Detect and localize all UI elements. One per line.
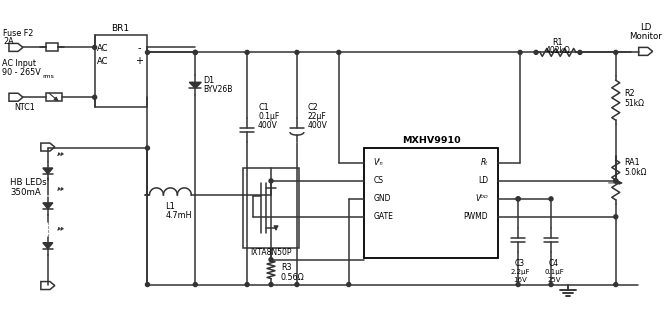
Text: Rₜ: Rₜ (481, 158, 488, 167)
Circle shape (516, 197, 520, 201)
Text: AC Input: AC Input (2, 59, 36, 68)
Text: 400V: 400V (258, 121, 278, 130)
Circle shape (534, 50, 538, 54)
Circle shape (347, 283, 351, 286)
Text: Fuse F2: Fuse F2 (3, 29, 33, 38)
Text: 25V: 25V (547, 276, 560, 283)
Text: R1: R1 (552, 38, 563, 47)
Circle shape (145, 50, 149, 54)
Circle shape (245, 283, 249, 286)
Text: LD: LD (640, 23, 651, 32)
Polygon shape (43, 203, 53, 209)
Text: C3: C3 (515, 259, 525, 268)
Circle shape (269, 258, 273, 262)
Text: IXTA8N50P: IXTA8N50P (250, 248, 291, 257)
Circle shape (269, 179, 273, 183)
Polygon shape (43, 168, 53, 174)
Text: rms: rms (43, 74, 54, 79)
Circle shape (549, 197, 553, 201)
Text: 400V: 400V (308, 121, 328, 130)
Circle shape (93, 45, 97, 49)
Text: 2.2μF: 2.2μF (511, 268, 530, 275)
Text: 22μF: 22μF (308, 112, 327, 121)
Text: +: + (135, 56, 143, 66)
Bar (95, 36, 147, 107)
Bar (46, 93, 62, 101)
Circle shape (614, 50, 618, 54)
Text: D1: D1 (203, 76, 214, 85)
Text: GND: GND (374, 194, 391, 203)
Circle shape (295, 50, 299, 54)
Text: PWMD: PWMD (463, 212, 488, 221)
Text: AC: AC (97, 57, 108, 66)
Circle shape (145, 283, 149, 286)
Text: 4.7mH: 4.7mH (165, 211, 192, 220)
Polygon shape (189, 82, 201, 88)
Text: 0.1μF: 0.1μF (258, 112, 280, 121)
Text: 0.56Ω: 0.56Ω (281, 273, 305, 282)
Circle shape (93, 95, 97, 99)
Circle shape (337, 50, 341, 54)
Circle shape (295, 283, 299, 286)
Text: 350mA: 350mA (10, 188, 41, 197)
Text: BR1: BR1 (112, 24, 129, 33)
Circle shape (516, 283, 520, 286)
Text: R2: R2 (625, 89, 635, 98)
Text: AC: AC (97, 44, 108, 53)
Text: 5.0kΩ: 5.0kΩ (625, 168, 647, 178)
Circle shape (516, 197, 520, 201)
Text: RA1: RA1 (625, 158, 640, 167)
Circle shape (269, 283, 273, 286)
Circle shape (145, 146, 149, 150)
Text: 402kΩ: 402kΩ (546, 46, 570, 55)
Text: C1: C1 (258, 103, 269, 112)
Text: 51kΩ: 51kΩ (625, 99, 645, 108)
Text: 0.1μF: 0.1μF (544, 268, 564, 275)
Text: BYV26B: BYV26B (203, 85, 232, 94)
Text: NTC1: NTC1 (14, 103, 35, 112)
Text: L1: L1 (165, 202, 175, 211)
Text: MXHV9910: MXHV9910 (402, 136, 460, 145)
Circle shape (193, 50, 197, 54)
Circle shape (614, 215, 618, 219)
Text: Vᴵₙ: Vᴵₙ (374, 158, 383, 167)
Bar (364, 148, 498, 258)
Circle shape (614, 283, 618, 286)
Circle shape (614, 179, 618, 183)
Text: R3: R3 (281, 263, 291, 272)
Polygon shape (43, 243, 53, 249)
Circle shape (518, 50, 522, 54)
Circle shape (193, 50, 197, 54)
Text: HB LEDs: HB LEDs (10, 179, 46, 188)
Text: 2A: 2A (3, 37, 14, 46)
Text: C2: C2 (308, 103, 319, 112)
Circle shape (578, 50, 582, 54)
Bar (46, 44, 58, 52)
Text: CS: CS (374, 176, 384, 185)
Text: Monitor: Monitor (629, 32, 662, 41)
Text: GATE: GATE (374, 212, 394, 221)
Text: Vᴰᴰ: Vᴰᴰ (475, 194, 488, 203)
Circle shape (549, 283, 553, 286)
Bar (243, 168, 299, 248)
Circle shape (193, 283, 197, 286)
Text: C4: C4 (549, 259, 559, 268)
Text: LD: LD (478, 176, 488, 185)
Circle shape (614, 179, 618, 183)
Text: 16V: 16V (513, 276, 527, 283)
Text: 90 - 265V: 90 - 265V (2, 68, 41, 77)
Text: -: - (137, 44, 141, 53)
Circle shape (245, 50, 249, 54)
